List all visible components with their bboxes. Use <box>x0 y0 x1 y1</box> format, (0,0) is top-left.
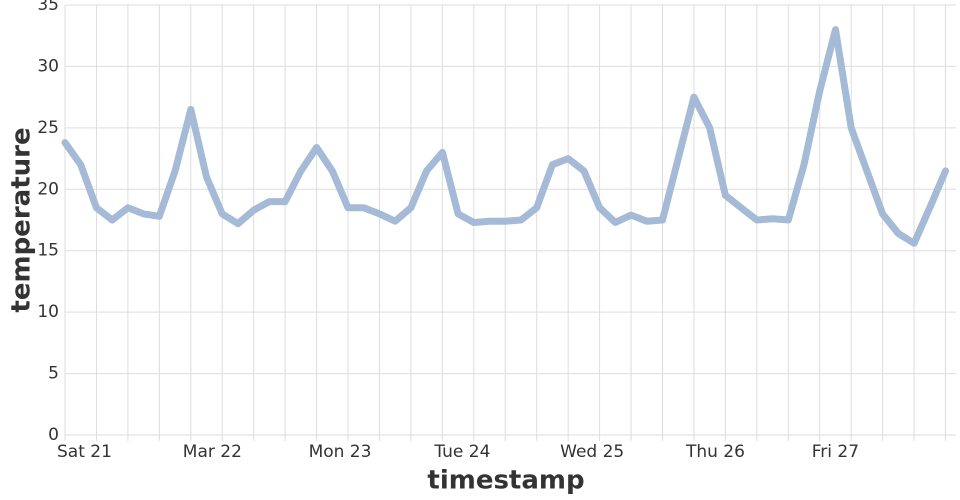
x-axis-title: timestamp <box>427 466 584 496</box>
y-tick-label: 0 <box>48 425 59 445</box>
y-tick-label: 35 <box>37 0 59 15</box>
y-tick-label: 25 <box>37 118 59 138</box>
x-tick-label: Mon 23 <box>309 442 372 462</box>
data-line <box>61 26 949 247</box>
x-tick-label: Sat 21 <box>57 442 112 462</box>
y-tick-label: 15 <box>37 241 59 261</box>
x-tick-label: Wed 25 <box>560 442 624 462</box>
x-tick-label: Thu 26 <box>685 442 745 462</box>
y-axis-title: temperature <box>7 127 37 312</box>
x-tick-label: Mar 22 <box>183 442 242 462</box>
y-tick-label: 30 <box>37 56 59 76</box>
y-tick-label: 10 <box>37 302 59 322</box>
y-tick-label: 5 <box>48 364 59 384</box>
y-tick-label: 20 <box>37 179 59 199</box>
x-tick-label: Tue 24 <box>433 442 490 462</box>
x-tick-label: Fri 27 <box>812 442 859 462</box>
